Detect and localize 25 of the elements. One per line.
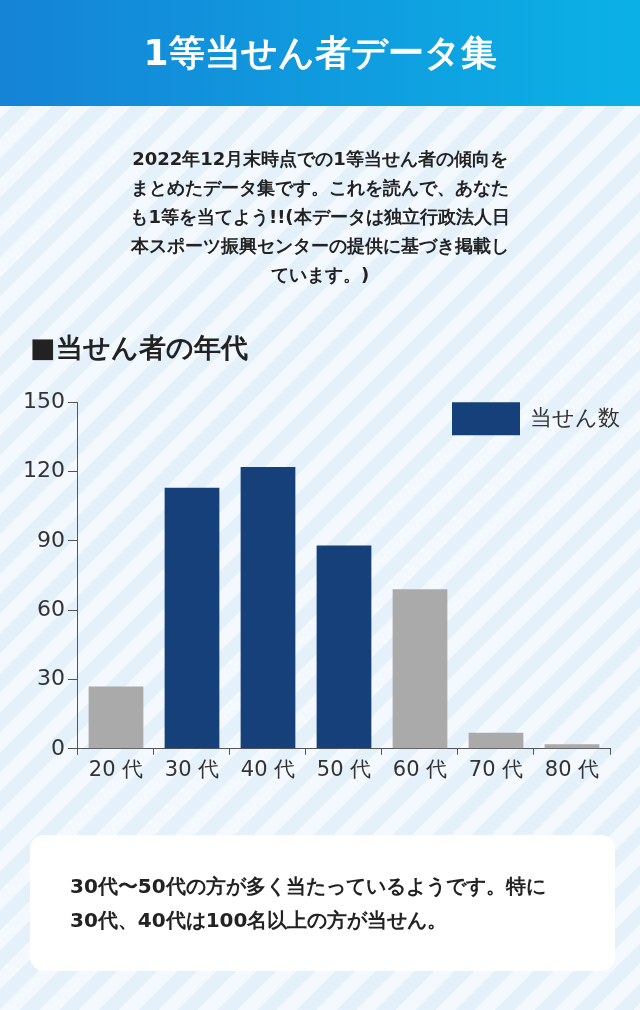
x-tick-label: 40 代 (240, 756, 296, 781)
chart-title: 1等当せん者データ集 (0, 0, 640, 106)
y-tick-label: 60 (36, 595, 65, 621)
bar (164, 487, 220, 749)
x-tick-label: 60 代 (392, 756, 448, 781)
bar (240, 466, 296, 749)
x-tick-label: 50 代 (316, 756, 372, 781)
y-tick-label: 0 (50, 734, 65, 760)
y-tick-label: 90 (36, 526, 65, 552)
y-tick-label: 30 (36, 665, 65, 691)
bar (88, 686, 144, 749)
bar (544, 744, 600, 749)
y-tick-label: 150 (22, 387, 65, 413)
bar (468, 732, 524, 749)
chart-subtitle: 2022年12月末時点での1等当せん者の傾向をまとめたデータ集です。これを読んで、あなたも1等を当てよう!!(本データは独立行政法人日本スポーツ振興センターの提供に基づき掲載しています。) (130, 147, 510, 287)
bar (392, 589, 448, 749)
text: 30代〜50代の方が多く当たっているようです。特に30代、40代は100名以上の方が当せん。 (30, 835, 615, 971)
x-tick-label: 80 代 (544, 756, 600, 781)
bar (316, 545, 372, 749)
y-tick-label: 120 (22, 457, 65, 483)
text: ■当せん者の年代 (30, 331, 248, 365)
x-tick-label: 30 代 (164, 756, 220, 781)
legend-label: 当せん数 (530, 404, 620, 430)
x-tick-label: 70 代 (468, 756, 524, 781)
x-tick-label: 20 代 (88, 756, 144, 781)
